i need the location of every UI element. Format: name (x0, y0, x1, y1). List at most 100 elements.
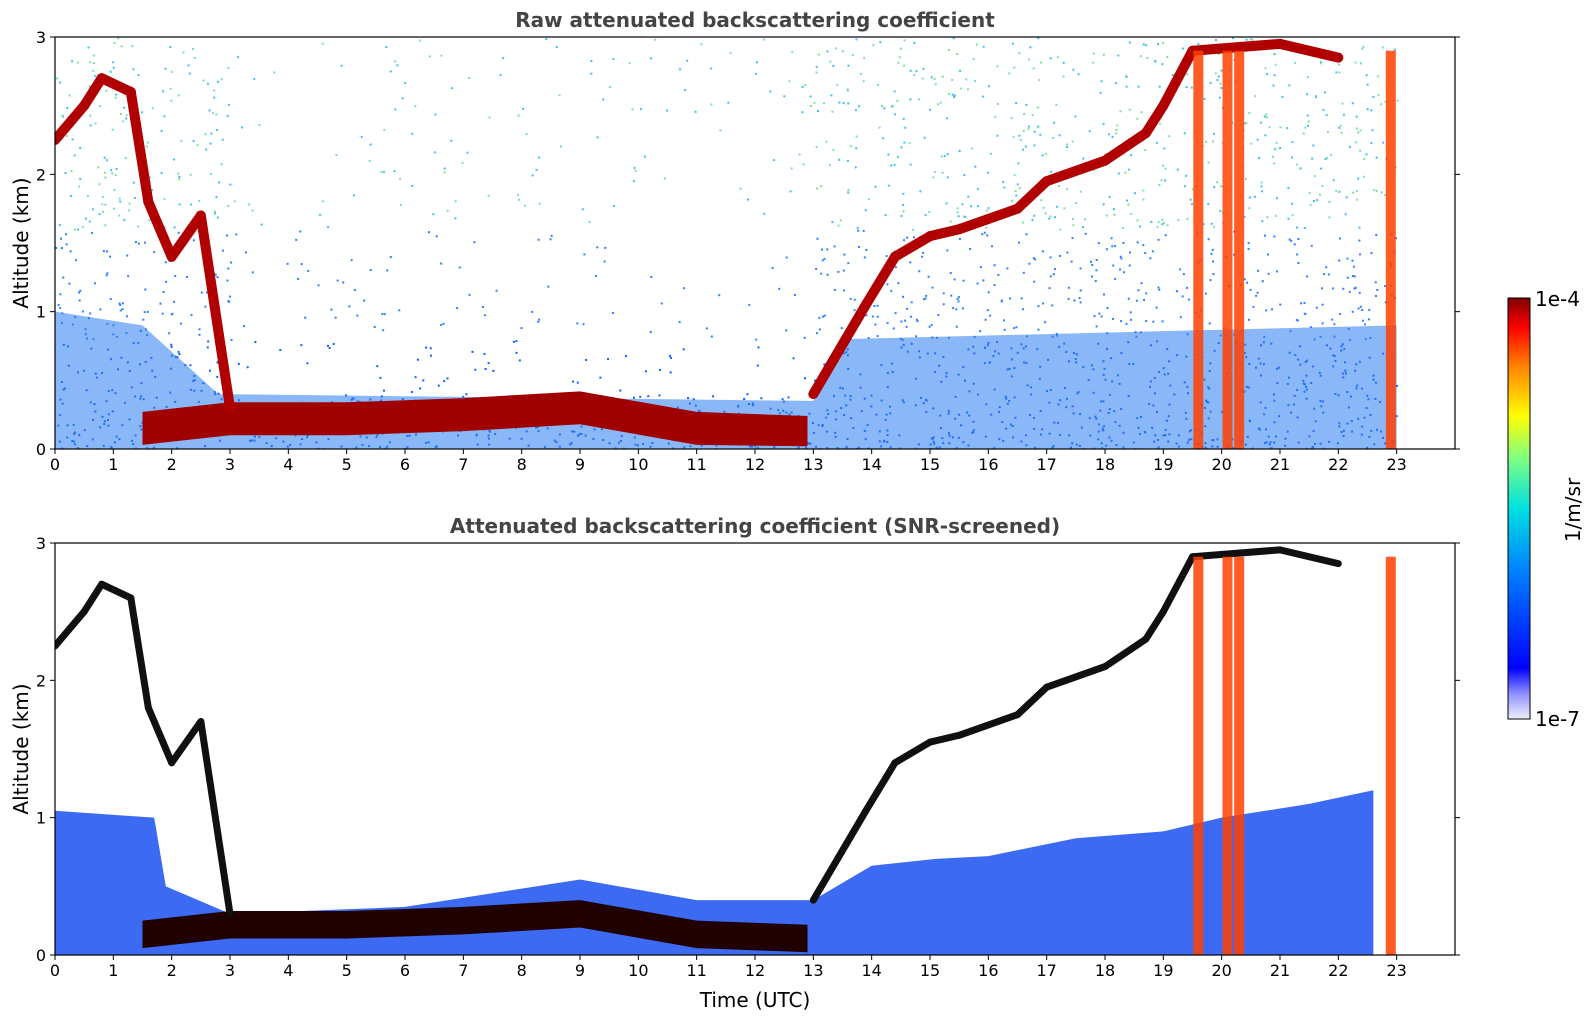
noise-dot (1251, 38, 1254, 41)
noise-dot (206, 291, 209, 294)
noise-dot (1326, 156, 1329, 159)
noise-dot (1037, 328, 1040, 331)
noise-dot (818, 316, 821, 319)
noise-dot (134, 241, 137, 244)
noise-dot (1144, 251, 1147, 254)
colorbar: 1e-4 1e-7 1/m/sr (1507, 287, 1585, 731)
noise-dot (1018, 187, 1021, 190)
noise-dot (1368, 308, 1371, 311)
noise-dot (1384, 285, 1387, 288)
noise-dot (446, 377, 449, 380)
noise-dot (253, 77, 256, 80)
noise-dot (1058, 134, 1061, 137)
noise-dot (756, 364, 759, 367)
noise-dot (1161, 320, 1164, 323)
noise-dot (344, 394, 347, 397)
noise-dot (1158, 184, 1161, 187)
noise-dot (114, 96, 117, 99)
x-tick-label: 4 (283, 455, 293, 474)
noise-dot (454, 217, 457, 220)
noise-dot (1104, 153, 1107, 156)
noise-dot (933, 77, 936, 80)
noise-dot (1071, 237, 1074, 240)
y-tick-label: 0 (36, 946, 46, 965)
noise-dot (414, 105, 417, 108)
noise-dot (260, 223, 263, 226)
noise-dot (1243, 278, 1246, 281)
noise-dot (70, 170, 73, 173)
noise-dot (118, 197, 121, 200)
noise-dot (1052, 136, 1055, 139)
noise-dot (1119, 268, 1122, 271)
noise-dot (404, 82, 407, 85)
noise-dot (1112, 208, 1115, 211)
noise-dot (1136, 219, 1139, 222)
noise-dot (613, 205, 616, 208)
noise-dot (1189, 198, 1192, 201)
noise-dot (394, 60, 397, 63)
noise-dot (771, 267, 774, 270)
noise-dot (1321, 185, 1324, 188)
noise-dot (399, 177, 402, 180)
noise-dot (1072, 224, 1075, 227)
noise-dot (945, 202, 948, 205)
noise-dot (746, 393, 749, 396)
x-tick-label: 19 (1153, 961, 1173, 980)
noise-dot (686, 59, 689, 62)
noise-dot (1252, 305, 1255, 308)
noise-dot (787, 396, 790, 399)
noise-dot (1357, 177, 1360, 180)
noise-dot (1355, 190, 1358, 193)
noise-dot (243, 325, 246, 328)
noise-dot (958, 238, 961, 241)
noise-dot (815, 65, 818, 68)
noise-dot (1183, 185, 1186, 188)
x-tick-label: 0 (50, 455, 60, 474)
noise-dot (220, 78, 223, 81)
noise-dot (1051, 304, 1054, 307)
noise-dot (815, 267, 818, 270)
noise-dot (1338, 237, 1341, 240)
noise-dot (1022, 148, 1025, 151)
noise-dot (853, 298, 856, 301)
noise-dot (1208, 322, 1211, 325)
noise-dot (1339, 124, 1342, 127)
noise-dot (210, 132, 213, 135)
screened-cloud-segment (926, 731, 963, 746)
x-tick-label: 14 (861, 455, 881, 474)
noise-dot (1139, 55, 1142, 58)
noise-dot (972, 58, 975, 61)
noise-dot (867, 198, 870, 201)
noise-dot (900, 214, 903, 217)
noise-dot (75, 259, 78, 262)
noise-dot (112, 207, 115, 210)
noise-dot (396, 64, 399, 67)
noise-dot (1247, 247, 1250, 250)
x-tick-label: 17 (1036, 961, 1056, 980)
noise-dot (119, 303, 122, 306)
noise-dot (1089, 260, 1092, 263)
noise-dot (115, 167, 118, 170)
noise-dot (956, 52, 959, 55)
noise-dot (1287, 217, 1290, 220)
noise-dot (229, 183, 232, 186)
noise-dot (1219, 209, 1222, 212)
cloud-segment (125, 86, 154, 207)
noise-dot (888, 184, 891, 187)
precipitation-column (1193, 50, 1204, 449)
noise-dot (645, 370, 648, 373)
noise-dot (515, 351, 518, 354)
noise-dot (1093, 168, 1096, 171)
noise-dot (213, 89, 216, 92)
noise-dot (1373, 189, 1376, 192)
noise-dot (1066, 251, 1069, 254)
cloud-segment (1275, 38, 1344, 63)
noise-dot (1325, 266, 1328, 269)
noise-dot (1247, 318, 1250, 321)
noise-dot (963, 174, 966, 177)
noise-dot (1220, 87, 1223, 90)
noise-dot (65, 243, 68, 246)
noise-dot (1380, 191, 1383, 194)
noise-dot (466, 151, 469, 154)
noise-dot (829, 164, 832, 167)
